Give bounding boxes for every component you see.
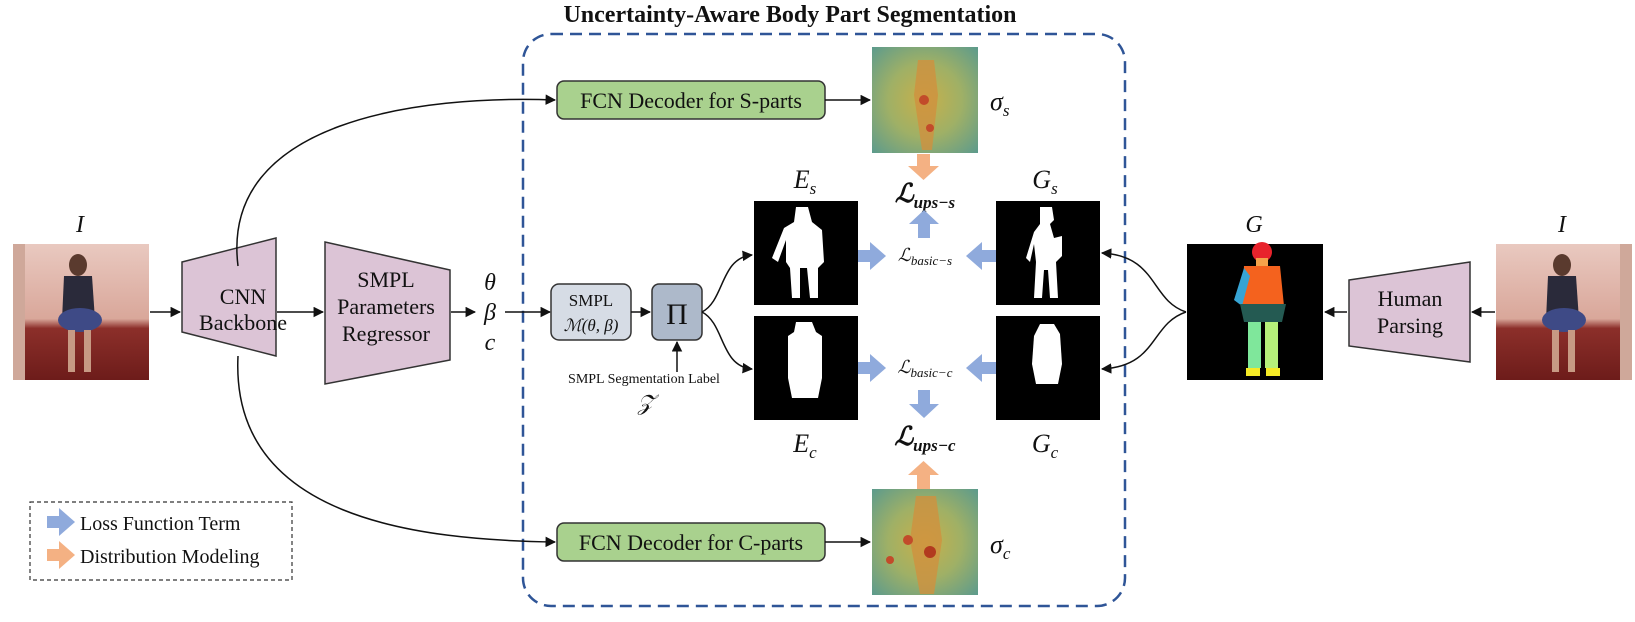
- gc-mask: [996, 316, 1100, 420]
- orange-arrow-c: [908, 461, 939, 489]
- loss-basic-c: ℒbasic−c: [898, 357, 953, 380]
- curve-g-to-gs: [1100, 248, 1187, 313]
- orange-arrow-s: [908, 154, 939, 180]
- param-c: c: [485, 330, 496, 356]
- legend-loss-term-label: Loss Function Term: [80, 513, 241, 535]
- cnn-backbone-line1: CNN: [220, 284, 267, 309]
- smpl-regressor-line3: Regressor: [342, 321, 431, 346]
- cnn-backbone-line2: Backbone: [199, 310, 287, 335]
- gs-mask: [996, 201, 1100, 305]
- es-mask: [754, 201, 858, 305]
- loss-ups-c: ℒups−c: [894, 422, 956, 455]
- loss-basic-s: ℒbasic−s: [898, 245, 952, 268]
- sigma-s-label: σs: [990, 87, 1010, 120]
- decoder-s-label: FCN Decoder for S-parts: [580, 88, 802, 113]
- es-label: Es: [793, 165, 817, 198]
- diagram-title: Uncertainty-Aware Body Part Segmentation: [563, 2, 1016, 28]
- param-beta: β: [483, 300, 496, 326]
- curve-g-to-gc: [1100, 311, 1187, 374]
- ec-label: Ec: [792, 429, 817, 462]
- loss-ups-s: ℒups−s: [895, 179, 956, 212]
- input-photo-right: [1496, 244, 1632, 380]
- blue-arrow-down-to-ups-c: [909, 390, 939, 418]
- sigma-c-label: σc: [990, 530, 1011, 563]
- dashed-region: [521, 32, 1127, 608]
- blue-arrow-up-to-ups-s: [909, 210, 939, 238]
- curve-projection-to-ec: [701, 311, 754, 374]
- curve-projection-to-es: [701, 250, 754, 313]
- smpl-regressor-line1: SMPL: [357, 267, 414, 292]
- legend-blue-arrow-icon: [47, 508, 75, 536]
- human-parsing-line1: Human: [1378, 286, 1443, 311]
- g-label: G: [1245, 212, 1262, 238]
- gc-label: Gc: [1032, 429, 1059, 462]
- ec-mask: [754, 316, 858, 420]
- smpl-model-line2: ℳ(θ, β): [564, 316, 619, 335]
- heatmap-s: [872, 47, 978, 153]
- segmentation-label-text: SMPL Segmentation Label: [568, 372, 720, 387]
- input-right-label: I: [1557, 212, 1567, 238]
- blue-arrow-es-to-basic: [858, 242, 886, 270]
- blue-arrow-ec-to-basic: [858, 354, 886, 382]
- legend-distribution-label: Distribution Modeling: [80, 546, 259, 568]
- gs-label: Gs: [1032, 165, 1058, 198]
- blue-arrow-gs-to-basic: [966, 242, 996, 270]
- smpl-regressor-line2: Parameters: [337, 294, 435, 319]
- blue-arrow-gc-to-basic: [966, 354, 996, 382]
- human-parsing-line2: Parsing: [1377, 313, 1443, 338]
- legend-box: [29, 501, 293, 581]
- segmentation-label-symbol: 𝒵: [637, 390, 660, 415]
- input-left-label: I: [75, 212, 85, 238]
- param-theta: θ: [484, 270, 496, 296]
- cnn-backbone-block: [181, 237, 277, 357]
- smpl-model-line1: SMPL: [569, 291, 613, 310]
- curve-backbone-to-decoder-s: [236, 94, 557, 267]
- smpl-regressor-block: [324, 241, 451, 385]
- heatmap-c: [872, 489, 978, 595]
- human-parsing-block: [1348, 261, 1471, 363]
- parsing-image: [1187, 242, 1323, 380]
- input-photo-left: [13, 244, 149, 380]
- curve-backbone-to-decoder-c: [237, 355, 557, 548]
- projection-symbol: Π: [666, 298, 688, 331]
- legend-orange-arrow-icon: [47, 541, 75, 569]
- decoder-c-label: FCN Decoder for C-parts: [579, 530, 803, 555]
